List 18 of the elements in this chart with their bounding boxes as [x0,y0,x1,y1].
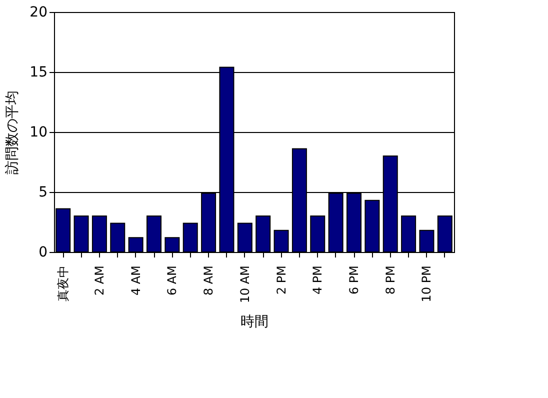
x-tick-label: 真夜中 [56,266,70,302]
x-tick-label: 4 AM [128,266,143,296]
x-tick-label: 2 AM [92,266,106,296]
x-tick-label: 6 AM [165,266,180,296]
y-axis-title: 訪問数の平均 [4,90,21,174]
x-tick-label: 8 PM [383,266,398,295]
x-tick-label: 10 AM [238,266,252,304]
y-tick-label: 5 [38,184,48,200]
y-tick-label: 10 [30,124,48,140]
x-tick-label: 6 PM [347,266,361,295]
x-tick-label: 10 PM [420,266,434,302]
y-tick-label: 15 [30,64,48,80]
x-tick-label: 2 PM [274,266,288,295]
y-tick-label: 0 [38,244,48,260]
x-tick-label: 4 PM [310,266,325,295]
y-tick-label: 20 [30,4,48,20]
x-axis-title: 時間 [240,314,268,330]
x-tick-label: 8 AM [202,266,216,296]
